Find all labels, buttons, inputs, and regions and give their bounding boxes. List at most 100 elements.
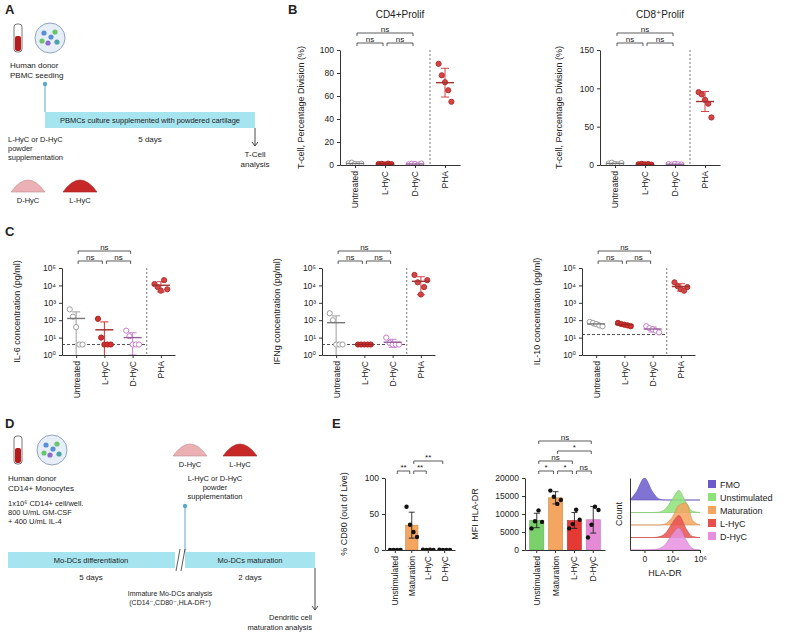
tick-label: 10¹ (564, 333, 576, 343)
tick: 40 (325, 114, 340, 124)
tick-label: 20000 (495, 473, 519, 483)
tick: 10⁴ (666, 550, 679, 564)
tick-label: L-HyC (100, 361, 110, 385)
axis-title: T-cell, Percentage Division (%) (296, 46, 306, 169)
tick: 10³ (304, 298, 322, 308)
axis-line (62, 269, 63, 356)
legend-label: Maturation (720, 506, 763, 516)
tick: L-HyC (100, 355, 110, 385)
axis-line (63, 355, 176, 356)
tick-mark (444, 550, 445, 553)
tick-label: Untreated (72, 361, 82, 399)
significance-label: ns (606, 253, 614, 262)
significance-label: ns (656, 35, 664, 44)
chart-title: CD4+Prolif (376, 9, 425, 20)
tick: L-HyC (380, 165, 390, 195)
mean-line (606, 163, 624, 164)
plot-area (582, 268, 690, 355)
label: 5 days (138, 135, 162, 144)
plot-area (529, 488, 600, 550)
threshold-line (582, 334, 667, 335)
tick-label: Untreated (592, 361, 602, 399)
tick: Maturation (407, 550, 417, 596)
error-bar (590, 506, 596, 533)
canvas: 020406080100T-cell, Percentage Division … (0, 0, 794, 636)
label: powder (203, 483, 228, 492)
bar (549, 498, 563, 550)
legend: FMOUnstimulatedMaturationL-HyCD-HyC (708, 480, 773, 542)
tick-label: D-HyC (410, 171, 420, 197)
axis-line (525, 479, 526, 551)
label: Mo-DCs differentiation (54, 556, 128, 565)
tick: 100 (320, 45, 340, 55)
tick: 10⁴ (43, 281, 62, 291)
point (540, 520, 544, 524)
tick: 10000 (495, 509, 525, 519)
mean-line (412, 281, 430, 282)
tick-label: L-HyC (620, 361, 630, 385)
tick-label: D-HyC (648, 361, 658, 387)
axis: UntreatedL-HyCD-HyCPHA (323, 355, 436, 398)
tick-label: Unstimulated (532, 556, 542, 606)
legend-label: FMO (720, 480, 740, 490)
label: L-HyC (69, 196, 91, 205)
tick-mark (574, 550, 575, 553)
tick-mark (59, 338, 62, 339)
tick-label: 10⁵ (43, 263, 56, 273)
tick-mark (700, 550, 701, 553)
error-bar (534, 513, 540, 527)
tick: 10⁵ (563, 263, 582, 273)
point (577, 518, 581, 522)
tick-label: 60 (325, 91, 335, 101)
tick: 10³ (564, 298, 582, 308)
tick-mark (59, 320, 62, 321)
label: Dendritic cell (269, 613, 312, 622)
figure: 020406080100T-cell, Percentage Division … (0, 0, 794, 636)
point (596, 508, 600, 512)
tick-mark (536, 550, 537, 553)
tick-mark (579, 320, 582, 321)
tick: 10³ (44, 298, 62, 308)
mean-line (384, 342, 402, 343)
point (136, 342, 141, 347)
tick-label: Untreated (332, 361, 342, 399)
tube-blood (15, 448, 21, 463)
connector (185, 506, 186, 552)
mean-line (152, 285, 170, 286)
mean-line (644, 328, 662, 329)
tick-label: 10⁰ (303, 350, 316, 360)
tick-label: D-HyC (128, 361, 138, 387)
significance-label: ns (626, 35, 634, 44)
tick-mark (59, 303, 62, 304)
point (327, 311, 332, 316)
axis: UntreatedL-HyCD-HyCPHA (583, 355, 696, 398)
mean-line (636, 164, 654, 165)
tick: L-HyC (360, 355, 370, 385)
mean-line (355, 344, 373, 345)
label: powder (8, 144, 33, 153)
cartilage-icon (223, 444, 257, 456)
tick-label: 15000 (495, 491, 519, 501)
legend-label: Unstimulated (720, 493, 773, 503)
significance-label: ns (86, 253, 94, 262)
axis-line (583, 355, 696, 356)
tick-label: L-HyC (360, 361, 370, 385)
tick-mark (597, 127, 600, 128)
tick-mark (337, 50, 340, 51)
axis: UntreatedL-HyCD-HyCPHA (341, 165, 461, 208)
panel-label: A (5, 2, 15, 17)
label: maturation analysis (247, 623, 312, 632)
tick-label: L-HyC (640, 171, 650, 195)
mean-line (376, 163, 394, 164)
tick-label: Untreated (610, 171, 620, 209)
tick-mark (59, 268, 62, 269)
tick: 0 (643, 550, 648, 564)
label: PBMCs culture supplemented with powdered… (60, 116, 240, 125)
tick-label: 10² (564, 315, 576, 325)
tick: D-HyC (388, 355, 398, 387)
tick-label: Maturation (551, 556, 561, 596)
connector-dot (43, 82, 47, 86)
tick: 50 (585, 122, 600, 132)
label: 1x10⁶ CD14+ cell/well. (8, 499, 83, 508)
panel-label: B (288, 2, 297, 17)
